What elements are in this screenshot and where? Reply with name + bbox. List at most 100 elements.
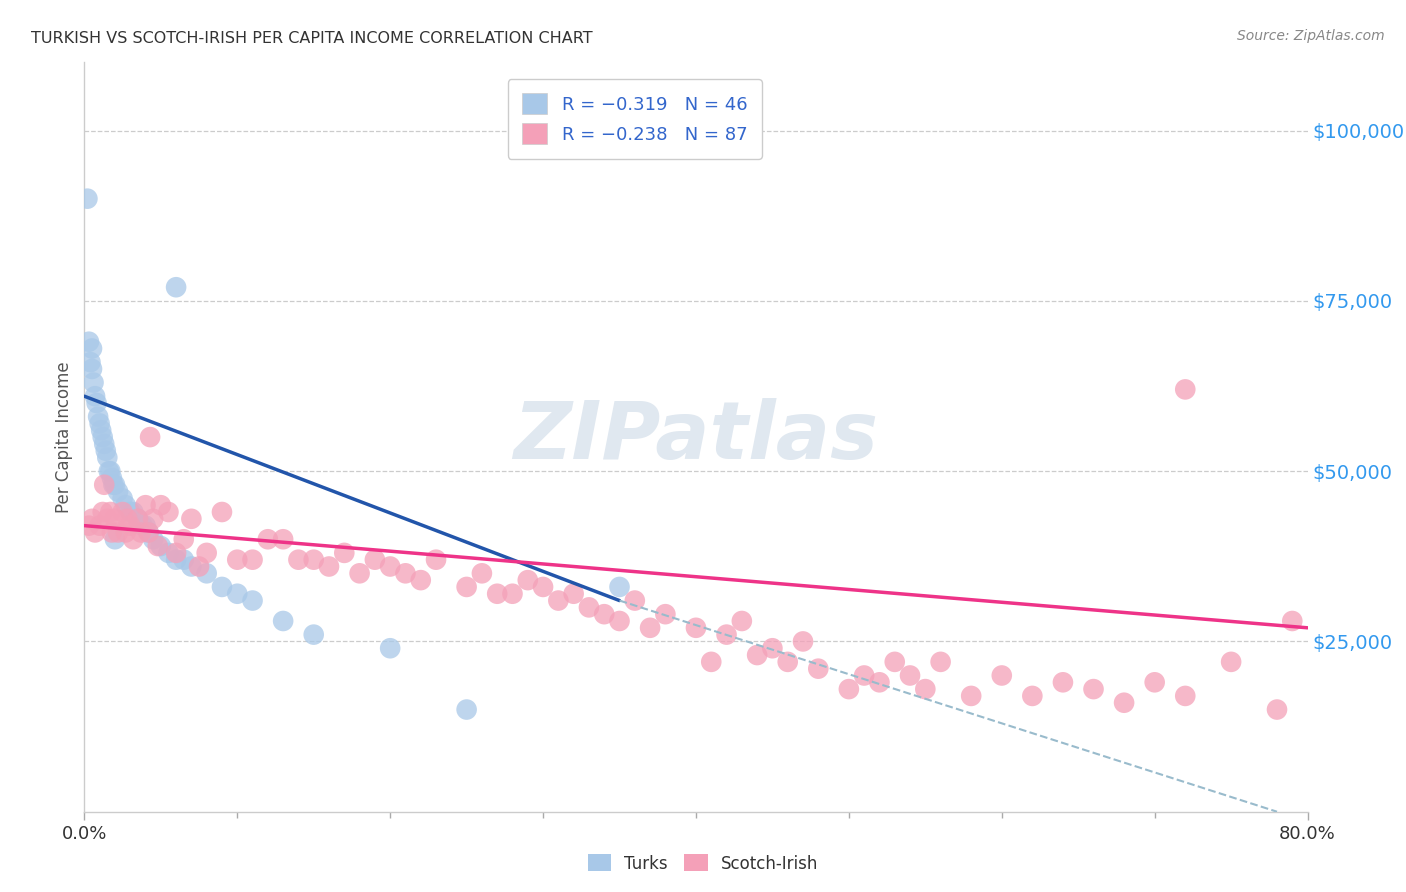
Point [114, 498, 136, 512]
Point [562, 587, 585, 601]
Point [471, 566, 494, 581]
Point [135, 518, 157, 533]
Point [380, 559, 402, 574]
Point [91, 505, 114, 519]
Point [271, 533, 294, 547]
Point [578, 600, 600, 615]
Point [195, 546, 218, 560]
Point [87, 409, 110, 424]
Point [516, 573, 538, 587]
Point [80, 512, 103, 526]
Point [80, 362, 103, 376]
Point [173, 533, 195, 547]
Point [1021, 689, 1043, 703]
Point [104, 533, 127, 547]
Point [1114, 696, 1136, 710]
Point [991, 668, 1014, 682]
Point [302, 552, 325, 566]
Point [195, 566, 218, 581]
Point [609, 580, 631, 594]
Point [609, 614, 631, 628]
Point [94, 443, 117, 458]
Point [960, 689, 983, 703]
Point [364, 552, 387, 566]
Point [456, 702, 478, 716]
Point [122, 533, 145, 547]
Point [654, 607, 676, 622]
Point [101, 525, 124, 540]
Point [1143, 675, 1166, 690]
Point [333, 546, 356, 560]
Point [165, 280, 187, 294]
Point [79, 355, 101, 369]
Y-axis label: Per Capita Income: Per Capita Income [55, 361, 73, 513]
Point [93, 477, 115, 491]
Point [716, 627, 738, 641]
Point [138, 525, 160, 540]
Point [103, 477, 125, 491]
Legend: R = −0.319   N = 46, R = −0.238   N = 87: R = −0.319 N = 46, R = −0.238 N = 87 [508, 79, 762, 159]
Point [91, 430, 114, 444]
Point [165, 552, 187, 566]
Point [226, 552, 249, 566]
Point [624, 593, 647, 607]
Point [685, 621, 707, 635]
Point [98, 464, 121, 478]
Point [180, 512, 202, 526]
Point [122, 505, 145, 519]
Point [1083, 682, 1105, 697]
Point [96, 450, 118, 465]
Legend: Turks, Scotch-Irish: Turks, Scotch-Irish [581, 847, 825, 880]
Point [807, 662, 830, 676]
Point [211, 505, 233, 519]
Point [531, 580, 554, 594]
Point [638, 621, 661, 635]
Point [747, 648, 769, 662]
Point [349, 566, 371, 581]
Point [149, 498, 172, 512]
Point [89, 417, 111, 431]
Point [77, 334, 100, 349]
Point [409, 573, 432, 587]
Point [188, 559, 211, 574]
Point [98, 505, 121, 519]
Point [776, 655, 799, 669]
Point [502, 587, 524, 601]
Point [731, 614, 754, 628]
Point [83, 376, 105, 390]
Point [1174, 689, 1197, 703]
Point [93, 437, 115, 451]
Point [456, 580, 478, 594]
Point [1265, 702, 1288, 716]
Point [111, 505, 134, 519]
Point [104, 477, 127, 491]
Point [96, 512, 118, 526]
Point [138, 525, 160, 540]
Point [127, 512, 149, 526]
Point [1174, 383, 1197, 397]
Point [242, 552, 264, 566]
Point [142, 533, 165, 547]
Point [84, 389, 107, 403]
Point [883, 655, 905, 669]
Point [486, 587, 509, 601]
Point [853, 668, 876, 682]
Text: Source: ZipAtlas.com: Source: ZipAtlas.com [1237, 29, 1385, 44]
Point [139, 430, 162, 444]
Point [914, 682, 936, 697]
Point [86, 396, 108, 410]
Point [142, 512, 165, 526]
Point [211, 580, 233, 594]
Point [120, 518, 142, 533]
Point [394, 566, 416, 581]
Point [929, 655, 952, 669]
Point [101, 471, 124, 485]
Point [180, 559, 202, 574]
Point [1281, 614, 1303, 628]
Point [271, 614, 294, 628]
Point [792, 634, 814, 648]
Point [107, 525, 129, 540]
Point [898, 668, 921, 682]
Point [1220, 655, 1243, 669]
Point [90, 423, 112, 437]
